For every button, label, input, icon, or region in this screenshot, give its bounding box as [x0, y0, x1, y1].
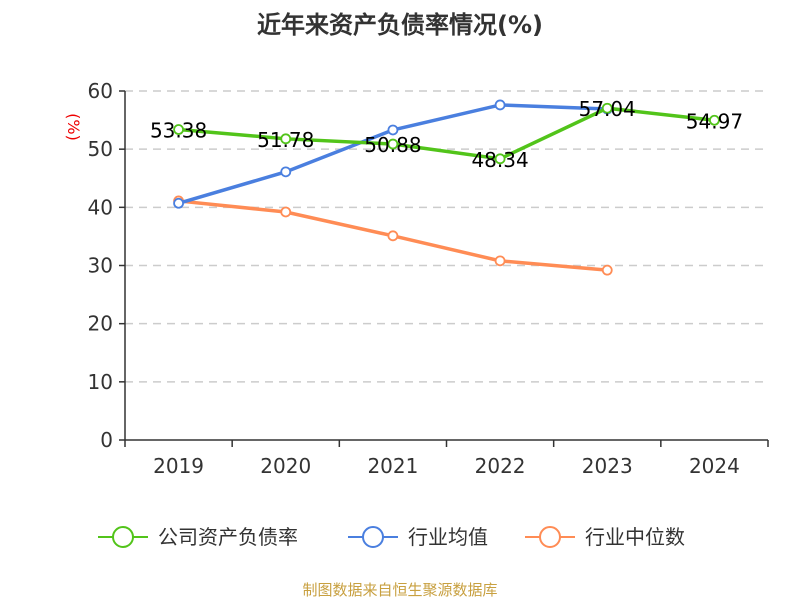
source-note: 制图数据来自恒生聚源数据库 — [302, 581, 497, 599]
data-label: 53.38 — [150, 119, 207, 143]
chart-title: 近年来资产负债率情况(%) — [257, 11, 543, 39]
data-point[interactable] — [173, 124, 184, 135]
data-label: 57.04 — [579, 97, 636, 121]
x-tick-label: 2021 — [367, 454, 418, 478]
x-tick-label: 2022 — [475, 454, 526, 478]
data-point[interactable] — [280, 166, 292, 178]
legend-marker — [539, 526, 561, 548]
y-tick-label: 20 — [88, 312, 113, 336]
data-point[interactable] — [494, 99, 506, 111]
legend-item[interactable]: 行业中位数 — [525, 525, 685, 549]
data-point[interactable] — [280, 133, 292, 145]
series-line — [178, 106, 715, 161]
data-point[interactable] — [494, 153, 506, 165]
x-tick-label: 2023 — [582, 454, 633, 478]
data-point[interactable] — [387, 138, 399, 150]
legend-marker — [362, 526, 384, 548]
data-label: 50.88 — [364, 133, 421, 157]
legend-label: 公司资产负债率 — [158, 525, 298, 549]
legend-item[interactable]: 公司资产负债率 — [98, 525, 298, 549]
data-point[interactable] — [601, 102, 613, 114]
data-point[interactable] — [709, 114, 720, 126]
legend-label: 行业均值 — [408, 525, 488, 549]
x-tick-label: 2019 — [153, 454, 204, 478]
x-tick-label: 2024 — [689, 454, 740, 478]
data-point[interactable] — [173, 197, 184, 209]
data-point[interactable] — [601, 264, 613, 276]
data-point[interactable] — [387, 124, 399, 136]
x-tick-label: 2020 — [260, 454, 311, 478]
data-point[interactable] — [387, 230, 399, 242]
legend-item[interactable]: 行业均值 — [348, 525, 488, 549]
y-tick-label: 60 — [88, 79, 113, 103]
y-tick-label: 40 — [88, 195, 113, 219]
data-point[interactable] — [280, 206, 292, 218]
y-tick-label: 0 — [100, 428, 113, 452]
data-label: 48.34 — [471, 148, 528, 172]
data-label: 54.97 — [686, 109, 743, 133]
y-tick-label: 30 — [88, 254, 113, 278]
y-tick-label: 10 — [88, 370, 113, 394]
legend-label: 行业中位数 — [585, 525, 685, 549]
data-point[interactable] — [494, 255, 506, 267]
data-label: 51.78 — [257, 128, 314, 152]
y-axis-label: (%) — [64, 113, 83, 141]
y-tick-label: 50 — [88, 137, 113, 161]
legend-marker — [112, 526, 134, 548]
